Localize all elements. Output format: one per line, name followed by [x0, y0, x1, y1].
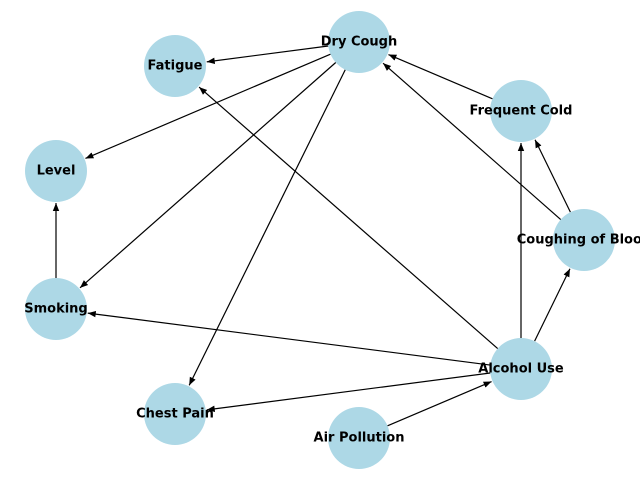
node-circle: [490, 338, 552, 400]
node-fatigue: Fatigue: [144, 35, 206, 97]
node-alcohol-use: Alcohol Use: [478, 338, 564, 400]
node-circle: [25, 278, 87, 340]
edge-dry-cough-to-fatigue: [206, 45, 329, 64]
edge-alcohol-use-to-coughing-of-blood: [534, 268, 571, 342]
node-air-pollution: Air Pollution: [314, 407, 405, 469]
node-label: Coughing of Blood: [517, 233, 640, 248]
node-label: Air Pollution: [314, 431, 405, 446]
node-label: Chest Pain: [136, 407, 214, 422]
node-label: Smoking: [24, 302, 88, 317]
edge-air-pollution-to-alcohol-use: [387, 380, 492, 427]
edges-layer: [52, 45, 571, 427]
node-circle: [553, 209, 615, 271]
node-circle: [328, 11, 390, 73]
node-label: Fatigue: [148, 59, 203, 74]
node-circle: [328, 407, 390, 469]
node-circle: [144, 35, 206, 97]
edge-alcohol-use-to-smoking: [87, 310, 491, 366]
node-dry-cough: Dry Cough: [321, 11, 398, 73]
edge-coughing-of-blood-to-dry-cough: [382, 62, 562, 220]
edge-dry-cough-to-smoking: [79, 62, 337, 289]
edge-alcohol-use-to-fatigue: [198, 86, 499, 350]
node-circle: [144, 383, 206, 445]
edge-coughing-of-blood-to-frequent-cold: [534, 139, 571, 213]
node-circle: [25, 140, 87, 202]
edge-dry-cough-to-chest-pain: [188, 69, 346, 386]
node-circle: [490, 80, 552, 142]
node-label: Dry Cough: [321, 35, 398, 50]
node-smoking: Smoking: [24, 278, 88, 340]
node-label: Level: [37, 164, 76, 179]
edge-alcohol-use-to-chest-pain: [206, 372, 491, 413]
node-coughing-of-blood: Coughing of Blood: [517, 209, 640, 271]
node-label: Alcohol Use: [478, 362, 564, 377]
edge-frequent-cold-to-dry-cough: [388, 53, 493, 100]
node-level: Level: [25, 140, 87, 202]
node-label: Frequent Cold: [470, 104, 573, 119]
nodes-layer: Dry Cough Fatigue Frequent Cold Level Coughi…: [24, 11, 640, 469]
edge-dry-cough-to-level: [85, 53, 331, 160]
node-chest-pain: Chest Pain: [136, 383, 214, 445]
node-frequent-cold: Frequent Cold: [470, 80, 573, 142]
